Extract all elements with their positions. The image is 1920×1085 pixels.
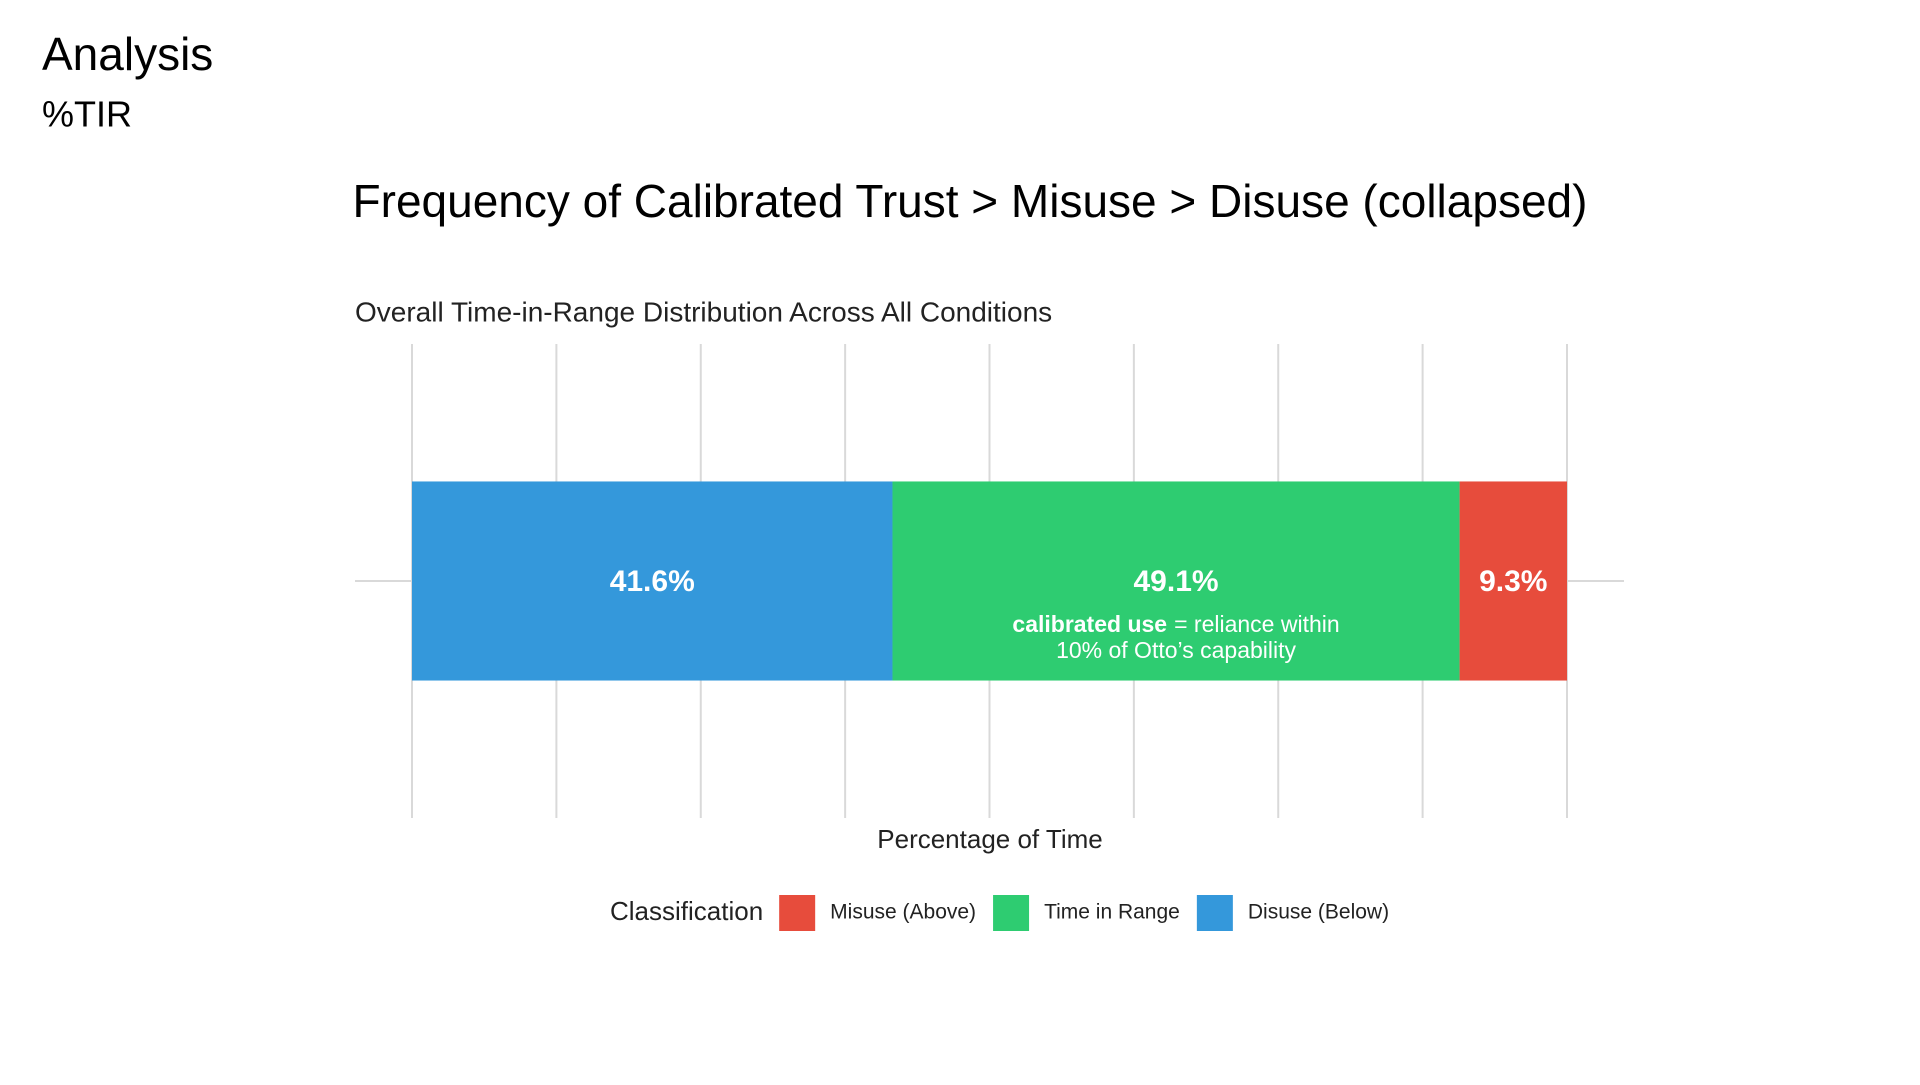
bar-segment	[1459, 481, 1567, 681]
legend-swatch	[993, 895, 1030, 931]
headline: Frequency of Calibrated Trust > Misuse >…	[353, 175, 1588, 227]
value-label: 9.3%	[1479, 565, 1547, 598]
annotation: calibrated use = reliance within	[1012, 611, 1339, 637]
value-label: 41.6%	[610, 565, 695, 598]
annotation-bold: calibrated use	[1012, 611, 1167, 637]
bar-segment	[412, 481, 893, 681]
chart-title: Overall Time-in-Range Distribution Acros…	[355, 296, 1052, 327]
x-axis-title: Percentage of Time	[877, 824, 1102, 854]
annotation-text: = reliance within	[1174, 611, 1340, 637]
legend-label: Misuse (Above)	[830, 901, 976, 924]
slide-subtitle: %TIR	[42, 94, 132, 135]
annotation: 10% of Otto’s capability	[1056, 637, 1296, 663]
slide-title: Analysis	[42, 28, 213, 80]
legend-swatch	[1196, 895, 1233, 931]
value-label: 49.1%	[1133, 565, 1218, 598]
legend-title: Classification	[610, 896, 763, 926]
legend-label: Time in Range	[1044, 901, 1180, 924]
bar-segment	[892, 481, 1460, 681]
legend-swatch	[779, 895, 816, 931]
legend-label: Disuse (Below)	[1248, 901, 1389, 924]
